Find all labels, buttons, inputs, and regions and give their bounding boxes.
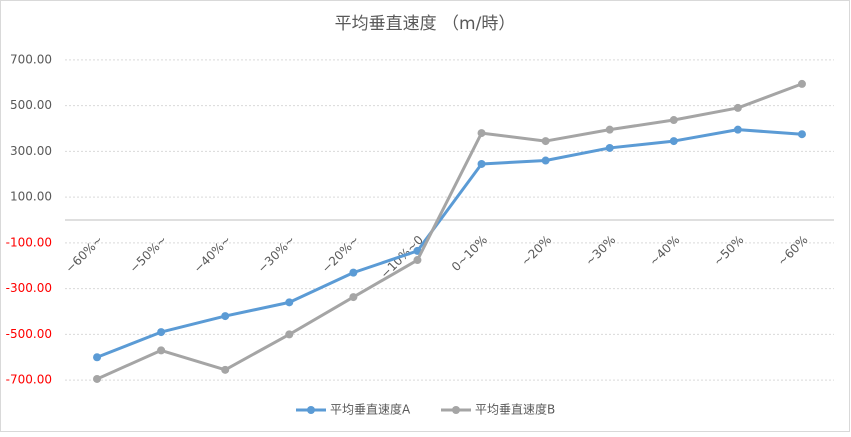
data-point xyxy=(413,256,422,265)
data-point xyxy=(669,116,678,125)
data-point xyxy=(669,137,678,146)
data-point xyxy=(157,346,166,355)
y-tick-label: 500.00 xyxy=(10,98,52,112)
data-point xyxy=(349,293,358,302)
legend-marker xyxy=(452,406,460,414)
data-point xyxy=(477,129,486,138)
data-point xyxy=(541,156,550,165)
data-point xyxy=(797,130,806,139)
data-point xyxy=(733,103,742,112)
data-point xyxy=(541,137,550,146)
data-point xyxy=(797,79,806,88)
data-point xyxy=(221,365,230,374)
y-tick-label: 300.00 xyxy=(10,144,52,158)
y-tick-label: -500.00 xyxy=(6,327,52,341)
y-tick-label: -100.00 xyxy=(6,235,52,249)
series-line xyxy=(96,128,803,359)
data-point xyxy=(605,125,614,134)
y-tick-label: 700.00 xyxy=(10,52,52,66)
legend-label: 平均垂直速度A xyxy=(330,402,411,417)
data-point xyxy=(221,312,230,321)
legend-label: 平均垂直速度B xyxy=(475,402,555,417)
y-tick-label: -300.00 xyxy=(6,281,52,295)
data-point xyxy=(349,268,358,277)
data-point xyxy=(93,374,102,383)
series-line xyxy=(96,82,803,381)
data-point xyxy=(157,328,166,337)
y-tick-label: 100.00 xyxy=(10,190,52,204)
legend-marker xyxy=(307,406,315,414)
data-point xyxy=(93,353,102,362)
chart-title: 平均垂直速度 （m/時） xyxy=(335,14,516,34)
data-point xyxy=(285,298,294,307)
data-point xyxy=(477,159,486,168)
y-tick-label: -700.00 xyxy=(6,373,52,387)
data-point xyxy=(733,125,742,134)
data-point xyxy=(285,330,294,339)
data-point xyxy=(605,143,614,152)
